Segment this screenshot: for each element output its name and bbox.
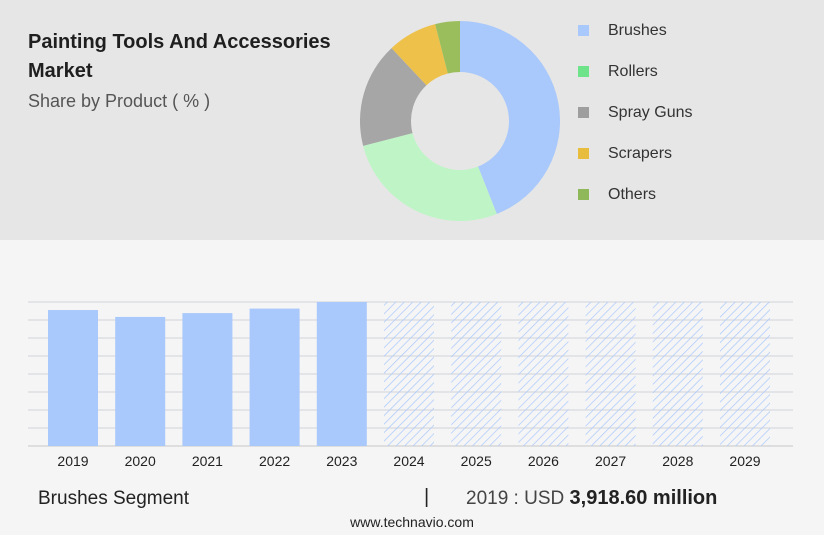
donut-slice-others[interactable]: [435, 21, 460, 74]
legend-swatch: [578, 107, 589, 118]
x-tick-label: 2019: [57, 453, 88, 469]
legend-swatch: [578, 25, 589, 36]
bar-2026[interactable]: [518, 302, 569, 446]
bar-2022[interactable]: [249, 308, 300, 446]
x-tick-label: 2020: [125, 453, 156, 469]
bar-2020[interactable]: [115, 316, 166, 446]
bar-2027[interactable]: [585, 302, 636, 446]
x-tick-label: 2025: [461, 453, 492, 469]
x-tick-label: 2029: [729, 453, 760, 469]
segment-year-label: 2019 : USD: [466, 488, 565, 509]
legend-item-scrapers[interactable]: Scrapers: [578, 133, 818, 174]
segment-value: 2019 : USD 3,918.60 million: [466, 487, 717, 510]
legend: Brushes Rollers Spray Guns Scrapers Othe…: [578, 10, 818, 215]
x-tick-label: 2023: [326, 453, 357, 469]
x-tick-label: 2028: [662, 453, 693, 469]
legend-swatch: [578, 66, 589, 77]
donut-slice-spray-guns[interactable]: [360, 48, 427, 146]
x-tick-label: 2022: [259, 453, 290, 469]
legend-item-spray-guns[interactable]: Spray Guns: [578, 92, 818, 133]
footer-separator: |: [424, 486, 430, 508]
bar-2029[interactable]: [720, 302, 770, 446]
legend-label: Brushes: [608, 21, 667, 39]
segment-value-amount: 3,918.60 million: [569, 487, 718, 509]
legend-item-brushes[interactable]: Brushes: [578, 10, 818, 51]
legend-item-others[interactable]: Others: [578, 174, 818, 215]
donut-slice-scrapers[interactable]: [391, 24, 448, 86]
legend-swatch: [578, 189, 589, 200]
donut-slice-brushes[interactable]: [460, 21, 560, 214]
legend-item-rollers[interactable]: Rollers: [578, 51, 818, 92]
legend-label: Rollers: [608, 62, 658, 80]
legend-label: Scrapers: [608, 144, 673, 162]
bar-2019[interactable]: [48, 310, 98, 446]
bar-2023[interactable]: [316, 302, 367, 446]
legend-swatch: [578, 148, 589, 159]
bar-2025[interactable]: [451, 302, 502, 446]
x-tick-label: 2021: [192, 453, 223, 469]
segment-label: Brushes Segment: [38, 488, 190, 509]
donut-slice-rollers[interactable]: [363, 133, 497, 221]
source-url[interactable]: www.technavio.com: [350, 514, 474, 530]
chart-title: Painting Tools And Accessories Market: [28, 31, 331, 82]
bar-2024[interactable]: [384, 302, 434, 446]
legend-label: Others: [608, 185, 657, 203]
bar-chart: 2019 2020 2021 2022 2023 2024 2025 2026 2027 2028…: [28, 301, 793, 469]
x-tick-label: 2027: [595, 453, 626, 469]
donut-chart: [360, 21, 560, 221]
legend-label: Spray Guns: [608, 103, 693, 121]
x-tick-label: 2024: [393, 453, 424, 469]
bar-2021[interactable]: [182, 313, 233, 446]
bar-2028[interactable]: [652, 302, 703, 446]
chart-subtitle: Share by Product ( % ): [28, 91, 211, 111]
x-tick-label: 2026: [528, 453, 559, 469]
